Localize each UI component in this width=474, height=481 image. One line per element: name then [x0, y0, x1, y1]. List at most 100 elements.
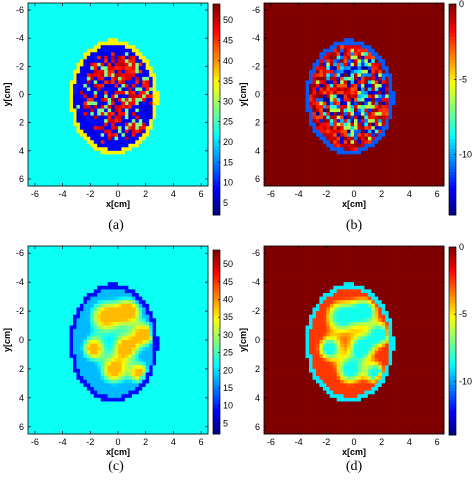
colorbar-tick-label: 50	[223, 15, 233, 25]
x-tick-label: 4	[407, 437, 412, 447]
x-tick-label: -2	[322, 437, 330, 447]
x-tick-label: 4	[407, 189, 412, 199]
y-tick-label: -2	[16, 306, 24, 316]
y-tick-label: 0	[255, 335, 260, 345]
y-tick-label: 2	[255, 364, 260, 374]
heatmap-image	[264, 246, 445, 435]
panel-3: -6 -4 -2 0 2 4 6 -6 -4 -2 0 2 4 6 x[cm] y[cm] 0 -5 -10 (d)	[238, 242, 472, 474]
x-tick-label: 2	[379, 189, 384, 199]
panel-caption: (b)	[346, 218, 363, 233]
y-axis-label: y[cm]	[2, 328, 12, 352]
y-axis-label: y[cm]	[238, 328, 248, 352]
colorbar-tick-label: 35	[223, 312, 233, 322]
y-axis-label: y[cm]	[2, 82, 12, 106]
colorbar-tick-label: 5	[223, 418, 228, 428]
y-tick-label: 2	[19, 364, 24, 374]
y-tick-label: 6	[255, 422, 260, 432]
y-tick-label: 4	[19, 393, 24, 403]
colorbar-tick-label: -10	[459, 150, 472, 160]
x-axis-label: x[cm]	[342, 447, 366, 457]
y-tick-label: -4	[16, 33, 24, 43]
colorbar-tick-label: 45	[223, 36, 233, 46]
y-tick-label: 4	[255, 393, 260, 403]
y-tick-label: 4	[255, 146, 260, 156]
y-tick-label: -2	[252, 306, 260, 316]
x-tick-label: -4	[59, 437, 67, 447]
heatmap-image	[28, 3, 209, 187]
x-axis-label: x[cm]	[106, 199, 130, 209]
x-tick-label: -6	[267, 189, 275, 199]
colorbar-tick-label: 45	[223, 277, 233, 287]
y-tick-label: -6	[252, 248, 260, 258]
y-tick-label: 2	[19, 118, 24, 128]
y-tick-label: 0	[19, 90, 24, 100]
colorbar-tick-label: 10	[223, 401, 233, 411]
y-tick-label: -6	[252, 5, 260, 15]
colorbar-tick-label: 5	[223, 198, 228, 208]
x-tick-label: -2	[322, 189, 330, 199]
colorbar-tick-label: 10	[223, 178, 233, 188]
x-axis-label: x[cm]	[106, 447, 130, 457]
x-tick-label: 0	[351, 437, 356, 447]
colorbar-tick-label: 40	[223, 295, 233, 305]
y-tick-label: -6	[16, 248, 24, 258]
colorbar-tick-label: -10	[459, 376, 472, 386]
x-tick-label: 6	[435, 437, 440, 447]
x-tick-label: -4	[295, 189, 303, 199]
x-tick-label: -6	[31, 437, 39, 447]
y-tick-label: 0	[19, 335, 24, 345]
x-tick-label: 6	[435, 189, 440, 199]
colorbar-tick-label: 20	[223, 137, 233, 147]
x-tick-label: 2	[379, 437, 384, 447]
panel-caption: (d)	[346, 459, 363, 474]
colorbar	[448, 246, 457, 436]
y-tick-label: -4	[252, 33, 260, 43]
colorbar-tick-label: 15	[223, 383, 233, 393]
y-tick-label: -6	[16, 5, 24, 15]
panel-caption: (c)	[108, 459, 124, 474]
colorbar-tick-label: 35	[223, 76, 233, 86]
y-axis-label: y[cm]	[238, 82, 248, 106]
colorbar-tick-label: 0	[459, 0, 464, 9]
y-tick-label: 4	[19, 146, 24, 156]
colorbar-tick-label: 25	[223, 348, 233, 358]
colorbar	[212, 249, 221, 435]
x-tick-label: 0	[351, 189, 356, 199]
colorbar-tick-label: 30	[223, 330, 233, 340]
panel-caption: (a)	[108, 218, 124, 233]
x-tick-label: -4	[59, 189, 67, 199]
y-tick-label: 2	[255, 118, 260, 128]
colorbar-tick-label: -5	[459, 74, 467, 84]
x-tick-label: 2	[143, 189, 148, 199]
x-tick-label: -6	[267, 437, 275, 447]
y-tick-label: 0	[255, 90, 260, 100]
x-tick-label: 4	[171, 437, 176, 447]
x-tick-label: 0	[115, 189, 120, 199]
colorbar-tick-label: 20	[223, 365, 233, 375]
x-tick-label: -4	[295, 437, 303, 447]
y-tick-label: -2	[16, 61, 24, 71]
heatmap-image	[28, 246, 209, 435]
y-tick-label: 6	[255, 174, 260, 184]
x-axis-label: x[cm]	[342, 199, 366, 209]
x-tick-label: 6	[199, 189, 204, 199]
x-tick-label: 4	[171, 189, 176, 199]
colorbar	[212, 3, 221, 216]
colorbar-tick-label: 30	[223, 96, 233, 106]
x-tick-label: 2	[143, 437, 148, 447]
y-tick-label: -4	[252, 277, 260, 287]
colorbar-tick-label: 15	[223, 157, 233, 167]
x-tick-label: -2	[86, 437, 94, 447]
colorbar	[448, 3, 457, 216]
panel-0: -6 -4 -2 0 2 4 6 -6 -4 -2 0 2 4 6 x[cm] y[cm] 50 45 40 35 30…	[2, 2, 233, 233]
x-tick-label: 0	[115, 437, 120, 447]
panel-2: -6 -4 -2 0 2 4 6 -6 -4 -2 0 2 4 6 x[cm] y[cm] 50 45 40 35 30…	[2, 245, 233, 474]
y-tick-label: -4	[16, 277, 24, 287]
colorbar-tick-label: 0	[459, 242, 464, 252]
colorbar-tick-label: 40	[223, 56, 233, 66]
colorbar-tick-label: -5	[459, 309, 467, 319]
x-tick-label: -6	[31, 189, 39, 199]
y-tick-label: 6	[19, 422, 24, 432]
x-tick-label: -2	[86, 189, 94, 199]
